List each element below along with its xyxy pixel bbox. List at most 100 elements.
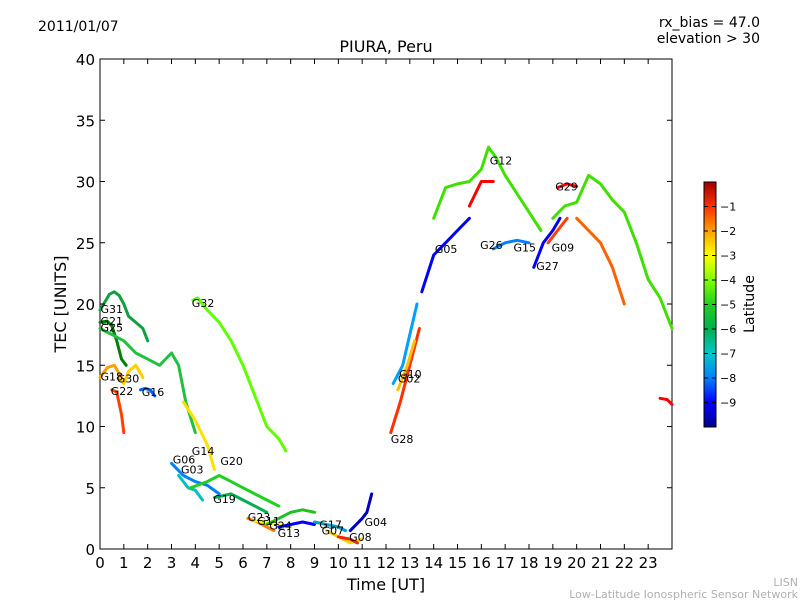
colorbar-tick-label: −4 bbox=[720, 274, 736, 287]
y-axis-title: TEC [UNITS] bbox=[51, 256, 70, 354]
series-g10 bbox=[391, 302, 419, 386]
x-tick-label: 22 bbox=[615, 554, 634, 572]
y-tick-label: 30 bbox=[76, 174, 95, 192]
series-g16 bbox=[139, 387, 157, 398]
satellite-label: G29 bbox=[555, 180, 578, 193]
x-tick-label: 16 bbox=[472, 554, 491, 572]
series-g25 bbox=[98, 327, 197, 435]
satellite-label: G09 bbox=[552, 242, 575, 255]
colorbar-tick-label: −9 bbox=[720, 397, 736, 410]
y-tick-label: 40 bbox=[76, 51, 95, 69]
colorbar-label: Latitude bbox=[742, 275, 758, 333]
colorbar-ticks: −1 −2 −3 −4 −5 −6 −7 −8 −9 bbox=[704, 201, 736, 410]
x-tick-label: 19 bbox=[543, 554, 562, 572]
series-g28 bbox=[389, 327, 421, 435]
series-g03 bbox=[177, 474, 204, 502]
colorbar-tick-label: −7 bbox=[720, 348, 736, 361]
series-gx1 bbox=[551, 173, 674, 330]
x-tick-label: 23 bbox=[639, 554, 658, 572]
x-tick-label: 10 bbox=[329, 554, 348, 572]
satellite-label: G13 bbox=[278, 527, 301, 540]
x-axis-title: Time [UT] bbox=[346, 575, 425, 594]
series-g23 bbox=[246, 516, 276, 533]
satellite-label: G20 bbox=[220, 455, 243, 468]
colorbar-tick-label: −1 bbox=[720, 201, 736, 214]
series-g17 bbox=[313, 520, 347, 533]
colorbar-tick-label: −8 bbox=[720, 372, 736, 385]
satellite-label: G12 bbox=[490, 155, 513, 168]
series-g04 bbox=[348, 492, 374, 533]
series-g05 bbox=[420, 216, 471, 294]
series-g08 bbox=[336, 535, 359, 545]
satellite-label: G21 bbox=[101, 315, 124, 328]
x-axis: 0 1 2 3 4 5 6 7 8 9 10 11 12 13 14 15 16 17 18 19 20 21 22 23 bbox=[95, 59, 658, 572]
x-tick-label: 11 bbox=[353, 554, 372, 572]
satellite-label: G03 bbox=[181, 463, 204, 476]
satellite-label: G24 bbox=[269, 520, 292, 533]
y-tick-label: 5 bbox=[85, 480, 95, 498]
x-tick-label: 21 bbox=[591, 554, 610, 572]
series-g20 bbox=[189, 474, 281, 508]
satellite-label: G27 bbox=[536, 260, 559, 273]
series-g32 bbox=[191, 296, 288, 453]
x-tick-label: 8 bbox=[286, 554, 296, 572]
colorbar-tick-label: −2 bbox=[720, 225, 736, 238]
colorbar-tick-label: −6 bbox=[720, 323, 736, 336]
x-tick-label: 1 bbox=[119, 554, 129, 572]
y-tick-label: 0 bbox=[85, 541, 95, 559]
satellite-label: G08 bbox=[349, 531, 372, 544]
satellite-label: G16 bbox=[142, 386, 165, 399]
series-g26 bbox=[432, 145, 543, 232]
satellite-label: G22 bbox=[111, 385, 134, 398]
satellite-label: G30 bbox=[117, 373, 140, 386]
chart-title: PIURA, Peru bbox=[339, 37, 432, 56]
y-tick-label: 35 bbox=[76, 112, 95, 130]
plot-area bbox=[99, 58, 673, 550]
satellite-label: G04 bbox=[365, 516, 388, 529]
satellite-label: G26 bbox=[480, 239, 503, 252]
series-g12 bbox=[467, 180, 495, 208]
series-g15 bbox=[491, 238, 531, 251]
satellite-label: G11 bbox=[257, 515, 280, 528]
x-tick-label: 2 bbox=[143, 554, 153, 572]
series-g09 bbox=[546, 216, 569, 245]
series-g18 bbox=[98, 363, 123, 379]
elevation-label: elevation > 30 bbox=[657, 31, 760, 47]
x-tick-label: 15 bbox=[448, 554, 467, 572]
colorbar-tick-label: −3 bbox=[720, 250, 736, 263]
x-tick-label: 6 bbox=[238, 554, 248, 572]
satellite-label: G28 bbox=[391, 433, 414, 446]
footer-network: Low-Latitude Ionospheric Sensor Network bbox=[569, 588, 798, 600]
x-tick-label: 14 bbox=[424, 554, 443, 572]
series-g29 bbox=[556, 182, 579, 190]
satellite-label: G02 bbox=[398, 373, 421, 386]
footer-lisn: LISN bbox=[773, 576, 798, 589]
satellite-label: G06 bbox=[173, 454, 196, 467]
series-g06 bbox=[170, 461, 221, 496]
x-tick-label: 4 bbox=[191, 554, 201, 572]
satellite-label: G15 bbox=[514, 242, 537, 255]
x-tick-label: 12 bbox=[376, 554, 395, 572]
series-g14 bbox=[181, 400, 216, 471]
satellite-label: G05 bbox=[435, 243, 458, 256]
x-tick-label: 9 bbox=[310, 554, 320, 572]
satellite-label: G31 bbox=[101, 303, 124, 316]
series-g30 bbox=[117, 363, 145, 386]
colorbar-tick-label: −5 bbox=[720, 299, 736, 312]
series-g02 bbox=[396, 339, 417, 392]
satellite-label: G25 bbox=[101, 321, 124, 334]
series-g22 bbox=[110, 388, 126, 435]
satellite-label: G32 bbox=[192, 297, 215, 310]
y-axis: 0 5 10 15 20 25 30 35 40 bbox=[76, 51, 672, 559]
x-tick-label: 17 bbox=[496, 554, 515, 572]
y-tick-label: 10 bbox=[76, 419, 95, 437]
x-tick-label: 13 bbox=[400, 554, 419, 572]
x-tick-label: 18 bbox=[519, 554, 538, 572]
x-tick-label: 3 bbox=[167, 554, 177, 572]
y-tick-label: 15 bbox=[76, 357, 95, 375]
x-tick-label: 20 bbox=[567, 554, 586, 572]
satellite-label: G14 bbox=[192, 445, 215, 458]
series-g19 bbox=[212, 492, 269, 514]
series-gx3 bbox=[658, 396, 674, 406]
